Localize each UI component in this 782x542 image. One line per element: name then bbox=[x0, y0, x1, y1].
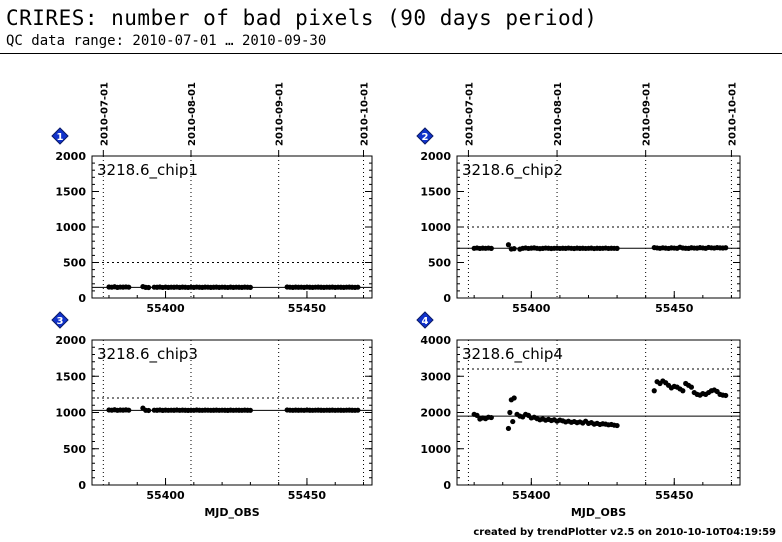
x-axis-label: MJD_OBS bbox=[204, 506, 259, 519]
y-tick-label: 500 bbox=[428, 257, 451, 270]
y-tick-label: 4000 bbox=[420, 334, 451, 347]
data-point bbox=[723, 392, 729, 399]
y-tick-label: 2000 bbox=[55, 150, 86, 163]
y-tick-label: 2000 bbox=[420, 407, 451, 420]
date-tick-label: 2010-10-01 bbox=[727, 82, 738, 146]
data-point bbox=[688, 384, 695, 390]
y-tick-label: 3000 bbox=[420, 370, 451, 383]
data-point bbox=[511, 246, 517, 252]
y-tick-label: 0 bbox=[443, 479, 451, 492]
data-point bbox=[723, 245, 729, 251]
x-tick-label: 55400 bbox=[512, 302, 551, 315]
y-tick-label: 0 bbox=[78, 292, 86, 305]
y-tick-label: 1000 bbox=[420, 443, 451, 456]
y-tick-label: 1500 bbox=[55, 186, 86, 199]
x-tick-label: 55450 bbox=[288, 302, 327, 315]
panel-badge-icon bbox=[416, 311, 434, 329]
y-tick-label: 2000 bbox=[55, 334, 86, 347]
panel-badge-number: 1 bbox=[57, 132, 64, 143]
panel-badge-icon bbox=[416, 127, 434, 145]
data-point bbox=[247, 284, 253, 290]
y-tick-label: 500 bbox=[63, 443, 86, 456]
date-tick-label: 2010-07-01 bbox=[99, 82, 110, 146]
data-point bbox=[126, 407, 132, 413]
y-tick-label: 0 bbox=[443, 292, 451, 305]
y-tick-label: 1500 bbox=[420, 186, 451, 199]
chart-panel-4: 0 1000 2000 3000 4000 55400 55450 MJD_OBS 4 3218.… bbox=[416, 311, 741, 519]
data-point bbox=[247, 407, 253, 413]
x-tick-label: 55450 bbox=[655, 302, 694, 315]
data-point bbox=[505, 425, 512, 432]
panel-badge-icon bbox=[51, 311, 69, 329]
page-title: CRIRES: number of bad pixels (90 days pe… bbox=[6, 6, 598, 30]
data-point bbox=[511, 395, 517, 401]
chart-panel-2: 2010-07-01 2010-08-01 2010-09-01 2010-10-01… bbox=[416, 82, 741, 315]
y-tick-label: 1000 bbox=[55, 407, 86, 420]
data-point bbox=[614, 245, 620, 251]
data-point bbox=[507, 409, 513, 416]
date-tick-label: 2010-10-01 bbox=[360, 82, 371, 146]
date-tick-label: 2010-08-01 bbox=[553, 82, 564, 146]
chart-panel-1: 2010-07-01 2010-08-01 2010-09-01 2010-10-01… bbox=[51, 82, 373, 315]
panel-badge-number: 3 bbox=[57, 316, 64, 327]
panel-badge-number: 4 bbox=[422, 316, 429, 327]
data-point bbox=[355, 407, 361, 413]
series-label: 3218.6_chip2 bbox=[462, 161, 563, 180]
y-tick-label: 1500 bbox=[55, 370, 86, 383]
data-point bbox=[488, 414, 494, 421]
data-point bbox=[355, 284, 361, 290]
page-subtitle: QC data range: 2010-07-01 … 2010-09-30 bbox=[6, 33, 327, 49]
x-axis-label: MJD_OBS bbox=[571, 506, 626, 519]
chart-panel-3: 0 500 1000 1500 2000 55400 55450 MJD_OBS 3 3218.6… bbox=[51, 311, 373, 519]
x-tick-label: 55400 bbox=[146, 302, 185, 315]
footer-credit: created by trendPlotter v2.5 on 2010-10-… bbox=[473, 527, 776, 538]
y-tick-label: 2000 bbox=[420, 150, 451, 163]
series-label: 3218.6_chip4 bbox=[462, 345, 563, 364]
x-tick-label: 55450 bbox=[655, 489, 694, 502]
y-tick-label: 500 bbox=[63, 257, 86, 270]
data-point bbox=[126, 284, 132, 290]
data-point bbox=[488, 245, 494, 251]
panel-badge-icon bbox=[51, 127, 69, 145]
y-tick-label: 1000 bbox=[55, 221, 86, 234]
data-point bbox=[145, 407, 152, 414]
x-tick-label: 55400 bbox=[512, 489, 551, 502]
date-tick-label: 2010-09-01 bbox=[642, 82, 653, 146]
x-tick-label: 55450 bbox=[288, 489, 327, 502]
y-tick-label: 0 bbox=[78, 479, 86, 492]
y-tick-label: 1000 bbox=[420, 221, 451, 234]
data-point bbox=[651, 388, 657, 394]
date-tick-label: 2010-08-01 bbox=[187, 82, 198, 146]
panel-badge-number: 2 bbox=[422, 132, 429, 143]
x-tick-label: 55400 bbox=[146, 489, 185, 502]
data-point bbox=[505, 242, 512, 248]
date-tick-label: 2010-09-01 bbox=[275, 82, 286, 146]
data-point bbox=[680, 388, 686, 394]
data-point bbox=[510, 418, 516, 425]
series-label: 3218.6_chip1 bbox=[97, 161, 198, 180]
series-label: 3218.6_chip3 bbox=[97, 345, 198, 364]
data-point bbox=[474, 412, 480, 418]
data-point bbox=[145, 284, 152, 291]
date-tick-label: 2010-07-01 bbox=[464, 82, 475, 146]
header-divider bbox=[0, 53, 782, 54]
data-point bbox=[614, 422, 620, 429]
